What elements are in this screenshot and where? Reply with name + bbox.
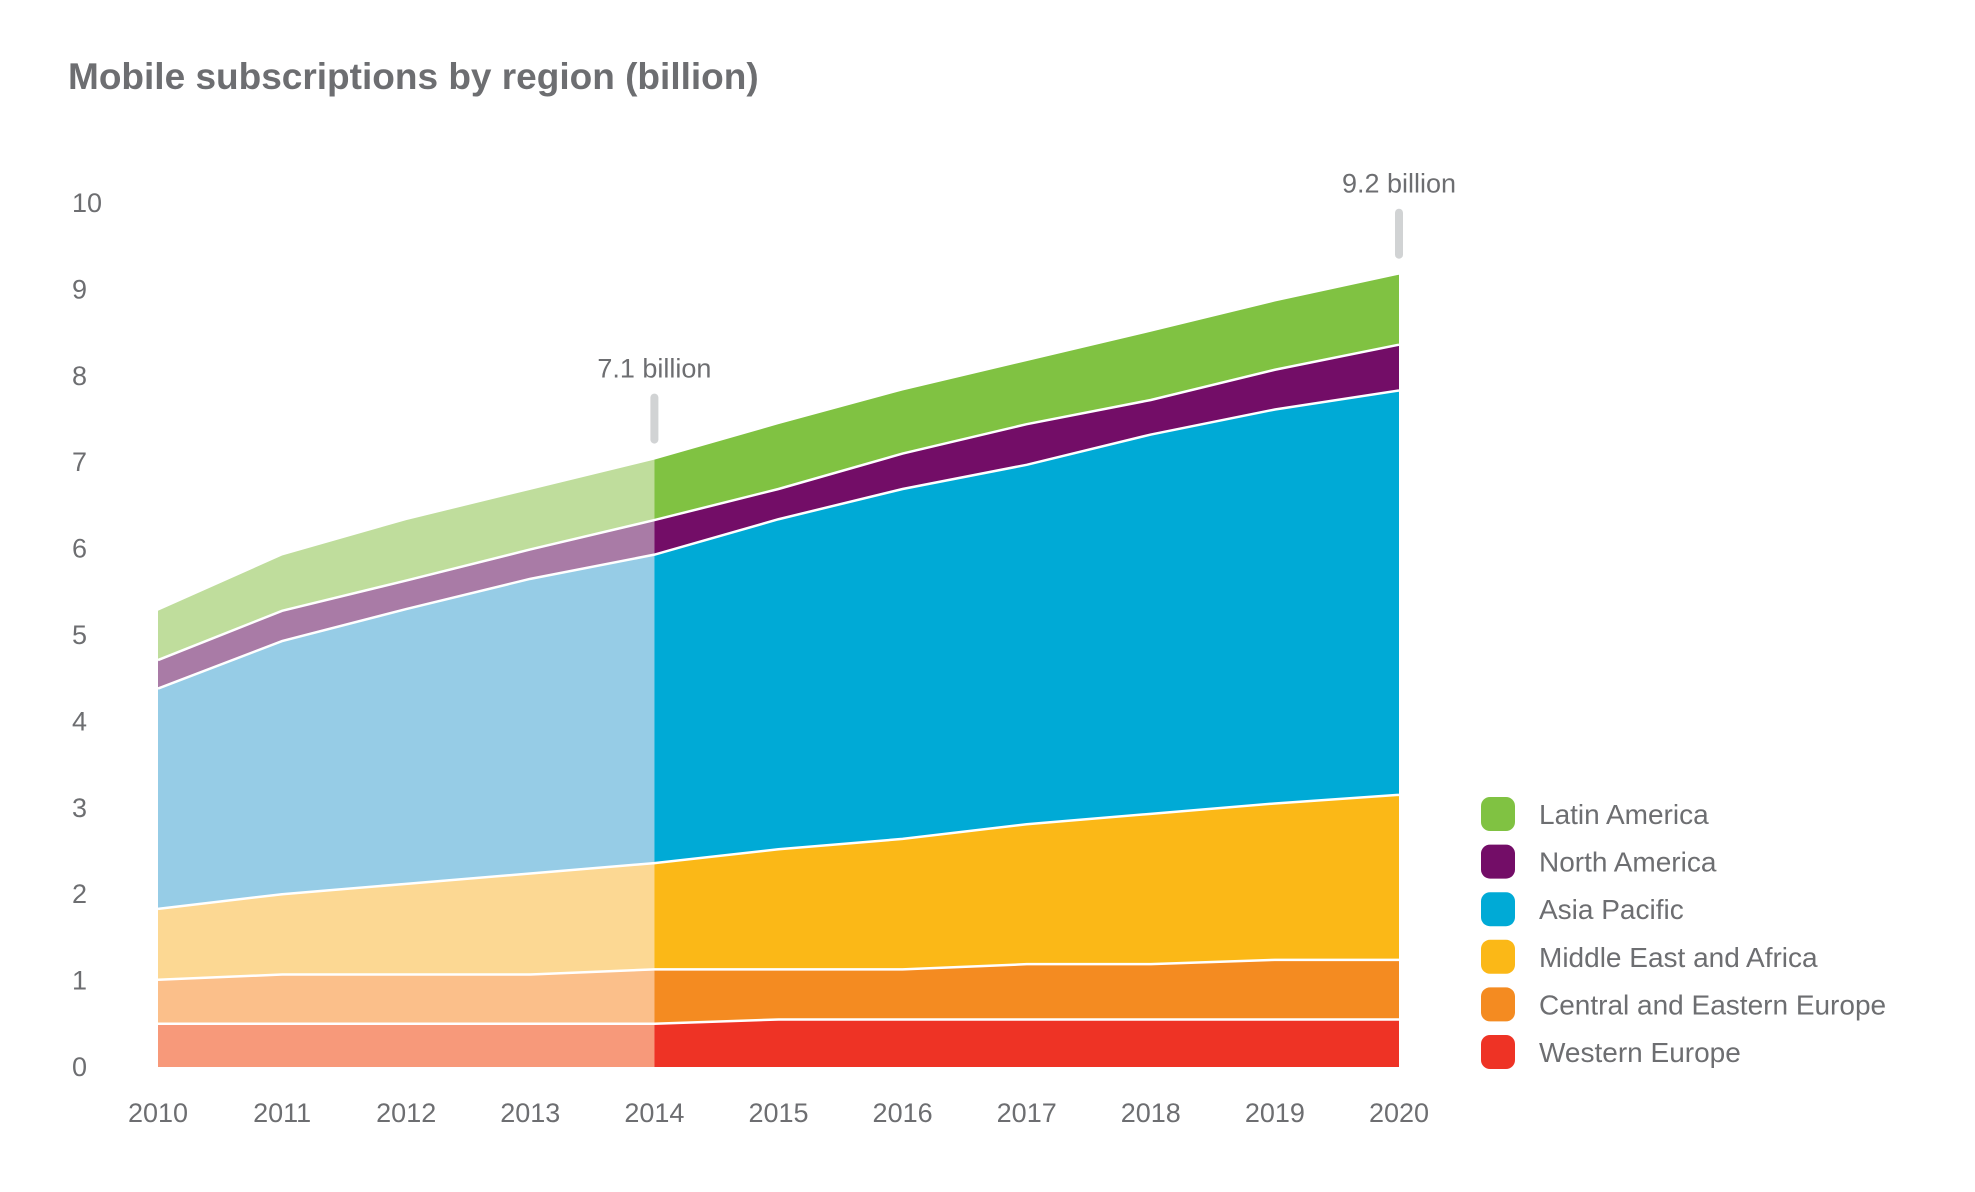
area-central-and-eastern-europe-historical [158,969,655,1024]
x-tick-label: 2020 [1369,1098,1429,1128]
separator-line [157,958,1399,981]
separator-line [157,389,1400,690]
y-tick-label: 1 [72,966,87,996]
x-tick-label: 2011 [253,1098,311,1128]
y-tick-label: 0 [72,1052,87,1082]
x-tick-label: 2019 [1245,1098,1305,1128]
x-tick-label: 2018 [1121,1098,1181,1128]
legend-swatch [1481,1035,1515,1069]
y-tick-label: 3 [72,793,87,823]
legend-swatch [1481,939,1515,974]
y-tick-label: 5 [72,620,87,650]
x-tick-label: 2014 [624,1098,684,1128]
area-western-europe-forecast [654,1019,1399,1067]
legend-label: North America [1539,847,1717,878]
separator-line [158,1018,1399,1026]
legend-label: Western Europe [1539,1037,1741,1068]
legend-swatch [1481,892,1515,927]
y-tick-label: 4 [72,706,87,736]
area-north-america-historical [158,520,655,689]
area-north-america-forecast [654,344,1399,555]
legend-swatch [1481,797,1515,831]
x-tick-label: 2010 [128,1098,188,1128]
y-tick-label: 2 [72,879,87,909]
legend-swatch [1481,987,1515,1022]
annotation-label: 7.1 billion [597,354,711,384]
annotation-label: 9.2 billion [1342,169,1456,199]
legend-swatch [1481,844,1515,879]
area-western-europe-historical [158,1023,655,1067]
area-asia-pacific-historical [158,554,655,909]
y-tick-label: 8 [72,361,87,391]
separator-line [157,343,1400,662]
legend-label: Central and Eastern Europe [1539,989,1886,1020]
separator-line [157,793,1400,911]
legend-label: Asia Pacific [1539,894,1684,925]
legend-label: Latin America [1539,799,1709,830]
x-tick-label: 2015 [748,1098,808,1128]
x-tick-label: 2013 [500,1098,560,1128]
y-tick-label: 6 [72,534,87,564]
y-tick-label: 10 [72,188,102,218]
y-tick-label: 7 [72,447,87,477]
x-tick-label: 2017 [997,1098,1057,1128]
x-tick-label: 2012 [376,1098,436,1128]
chart-title: Mobile subscriptions by region (billion) [68,56,759,97]
legend-label: Middle East and Africa [1539,942,1818,973]
area-latin-america-forecast [654,274,1399,521]
area-asia-pacific-forecast [654,390,1399,864]
x-tick-label: 2016 [873,1098,933,1128]
area-middle-east-and-africa-forecast [654,794,1399,970]
area-central-and-eastern-europe-forecast [654,959,1399,1024]
area-middle-east-and-africa-historical [158,863,655,980]
y-tick-label: 9 [72,274,87,304]
